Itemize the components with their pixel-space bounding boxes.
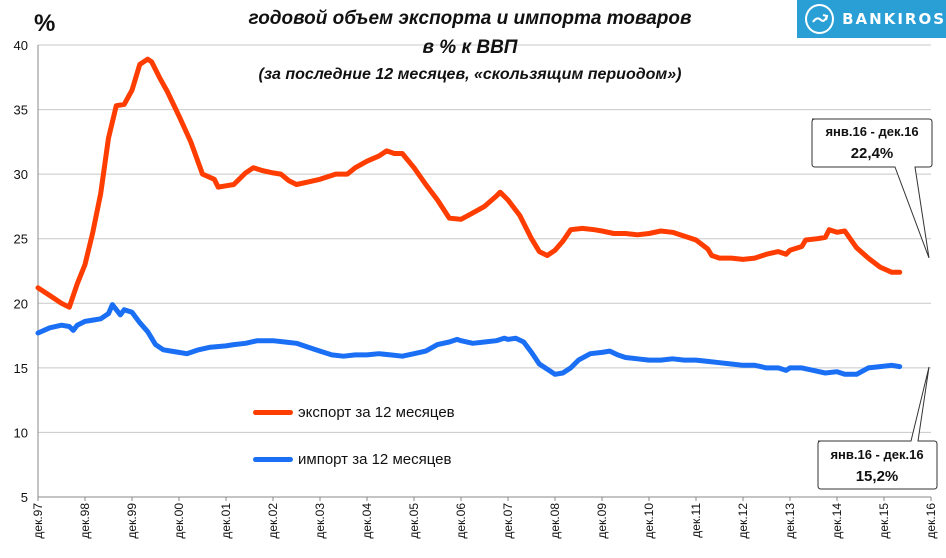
x-tick-label: дек.15 [877, 503, 891, 539]
chart-title: годовой объем экспорта и импорта товаров [248, 8, 692, 29]
x-tick-label: дек.10 [642, 503, 656, 539]
y-tick-label: 30 [14, 167, 28, 182]
legend-import-label: импорт за 12 месяцев [298, 451, 452, 468]
x-tick-label: дек.99 [125, 503, 139, 539]
callout-import-bubble [817, 366, 938, 490]
x-tick-label: дек.03 [313, 503, 327, 539]
legend-import-swatch [253, 457, 293, 462]
x-tick-label: дек.07 [501, 503, 515, 539]
series-import-line [35, 302, 903, 377]
x-tick-label: дек.09 [595, 503, 609, 539]
y-tick-label: 5 [21, 490, 28, 505]
callout-import-period: янв.16 - дек.16 [830, 447, 923, 462]
x-tick-label: дек.01 [219, 503, 233, 539]
x-tick-label: дек.04 [360, 503, 374, 539]
x-tick-label: дек.05 [407, 503, 421, 539]
x-tick-label: дек.16 [924, 503, 938, 539]
x-tick-label: дек.14 [830, 503, 844, 539]
chart-subtitle-period: (за последние 12 месяцев, «скользящим пе… [258, 66, 682, 83]
x-axis: дек.97 дек.98 дек.99 дек.00 дек.01 дек.02 дек.… [31, 497, 938, 539]
series-layer [35, 56, 903, 377]
legend-export-label: экспорт за 12 месяцев [298, 404, 455, 421]
legend-import: импорт за 12 месяцев [253, 451, 451, 468]
x-tick-label: дек.00 [172, 503, 186, 539]
callout-export: янв.16 - дек.16 22,4% [811, 118, 933, 259]
logo-icon [805, 4, 835, 34]
y-unit-label: % [34, 10, 56, 37]
callout-export-value: 22,4% [851, 145, 894, 162]
y-axis: 5 10 15 20 25 30 35 40 [14, 38, 28, 505]
x-tick-label: дек.11 [689, 503, 703, 538]
y-tick-label: 20 [14, 296, 28, 311]
bankiros-logo[interactable]: BANKIROS [797, 0, 946, 38]
callout-export-period: янв.16 - дек.16 [825, 124, 918, 139]
series-export-line [35, 56, 903, 310]
y-tick-label: 10 [14, 425, 28, 440]
x-tick-label: дек.08 [548, 503, 562, 539]
y-tick-label: 25 [14, 232, 28, 247]
callout-import-value: 15,2% [856, 468, 899, 485]
logo-text: BANKIROS [842, 10, 946, 28]
legend-export-swatch [253, 410, 293, 415]
grid [37, 44, 931, 498]
x-tick-label: дек.02 [266, 503, 280, 539]
legend-export: экспорт за 12 месяцев [253, 404, 455, 421]
y-tick-label: 35 [14, 103, 28, 118]
x-tick-label: дек.12 [736, 503, 750, 539]
callout-import: янв.16 - дек.16 15,2% [817, 366, 938, 490]
y-tick-label: 15 [14, 361, 28, 376]
callout-export-bubble [811, 118, 933, 259]
chart-subtitle: в % к ВВП [422, 37, 518, 58]
x-tick-label: дек.06 [454, 503, 468, 539]
y-tick-label: 40 [14, 38, 28, 53]
x-tick-label: дек.97 [31, 503, 45, 539]
x-tick-label: дек.13 [783, 503, 797, 539]
x-tick-label: дек.98 [78, 503, 92, 539]
